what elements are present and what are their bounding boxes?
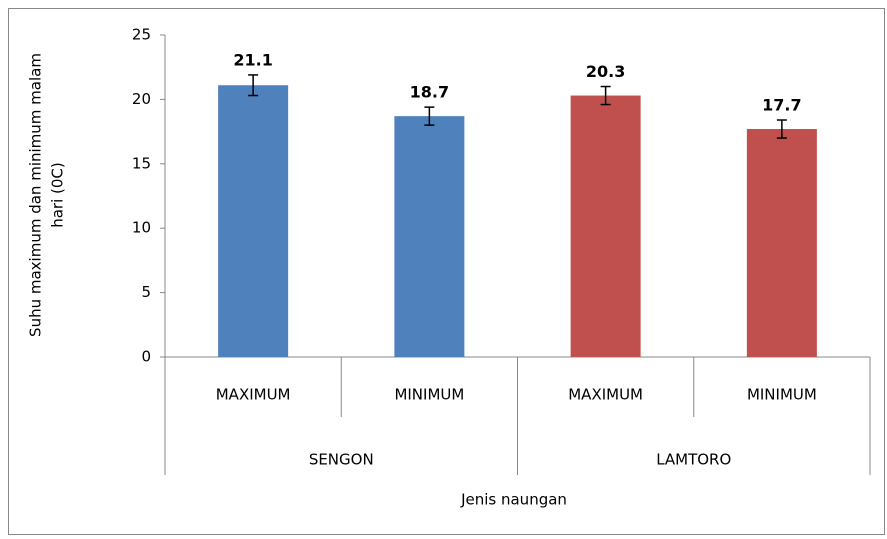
x-axis-title: Jenis naungan (460, 491, 567, 509)
y-tick-label: 10 (132, 219, 151, 237)
bar (218, 85, 289, 358)
y-tick-label: 0 (141, 348, 151, 366)
data-label: 17.7 (762, 96, 801, 115)
y-tick-label: 15 (132, 154, 151, 172)
y-axis-title: hari (0C) (49, 162, 67, 228)
x-tick-label: MINIMUM (747, 386, 817, 404)
data-label: 21.1 (233, 50, 272, 69)
y-tick-label: 20 (132, 90, 151, 108)
group-label: SENGON (309, 451, 374, 469)
x-tick-label: MINIMUM (394, 386, 464, 404)
y-tick-label: 5 (141, 283, 151, 301)
data-label: 20.3 (586, 62, 625, 81)
bar (746, 129, 817, 357)
group-label: LAMTORO (656, 451, 731, 469)
bar (394, 116, 465, 357)
y-tick-label: 25 (132, 26, 151, 44)
y-axis-title: Suhu maximum dan minimum malam (27, 53, 45, 337)
data-label: 18.7 (410, 83, 449, 102)
x-tick-label: MAXIMUM (216, 386, 291, 404)
x-tick-label: MAXIMUM (568, 386, 643, 404)
bar (570, 95, 641, 357)
